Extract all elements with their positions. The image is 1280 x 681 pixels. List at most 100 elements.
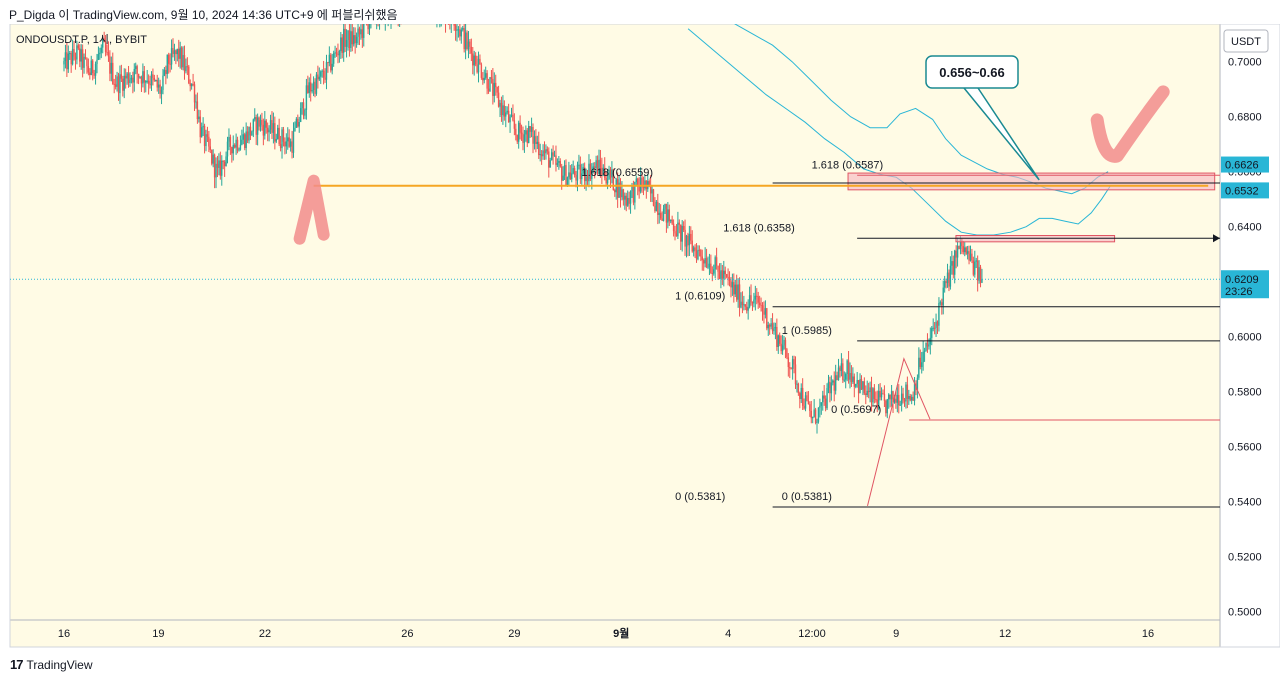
candle-body[interactable] — [317, 74, 319, 80]
plot-area[interactable] — [10, 24, 1220, 620]
candle-body[interactable] — [974, 261, 976, 275]
candle-body[interactable] — [157, 84, 160, 88]
candle-body[interactable] — [212, 154, 214, 164]
candle-body[interactable] — [873, 388, 876, 400]
candle-body[interactable] — [281, 129, 283, 149]
currency-button[interactable] — [1223, 29, 1269, 53]
candle-body[interactable] — [727, 276, 729, 279]
candle-body[interactable] — [852, 376, 854, 382]
candle-body[interactable] — [235, 139, 237, 148]
candle-body[interactable] — [94, 63, 97, 76]
candle-body[interactable] — [244, 134, 246, 149]
candle-body[interactable] — [764, 308, 767, 315]
candle-body[interactable] — [526, 130, 528, 144]
candle-body[interactable] — [869, 387, 871, 393]
candle-body[interactable] — [842, 363, 844, 380]
candle-body[interactable] — [882, 393, 884, 395]
candle-body[interactable] — [618, 182, 620, 198]
candle-body[interactable] — [651, 189, 653, 194]
candle-body[interactable] — [959, 238, 962, 250]
candle-body[interactable] — [143, 71, 146, 83]
candle-body[interactable] — [107, 52, 110, 57]
candle-body[interactable] — [470, 46, 473, 54]
candle-body[interactable] — [117, 76, 120, 94]
candle-body[interactable] — [493, 82, 495, 96]
candle-body[interactable] — [297, 118, 299, 127]
candle-body[interactable] — [680, 224, 682, 242]
candle-body[interactable] — [968, 251, 970, 261]
candle-body[interactable] — [823, 395, 825, 399]
candle-body[interactable] — [218, 160, 220, 168]
candle-body[interactable] — [483, 77, 485, 81]
candle-body[interactable] — [592, 166, 594, 171]
candle-body[interactable] — [569, 172, 572, 180]
candle-body[interactable] — [939, 302, 942, 304]
candle-body[interactable] — [96, 59, 98, 64]
candle-body[interactable] — [169, 63, 171, 65]
candle-body[interactable] — [360, 29, 362, 35]
candle-body[interactable] — [751, 302, 754, 304]
candle-body[interactable] — [271, 120, 273, 133]
candle-body[interactable] — [272, 123, 275, 133]
candle-body[interactable] — [896, 394, 899, 403]
candle-body[interactable] — [771, 323, 774, 332]
candle-body[interactable] — [583, 167, 586, 182]
candle-body[interactable] — [715, 257, 718, 266]
candle-body[interactable] — [799, 393, 801, 400]
candle-body[interactable] — [900, 393, 903, 405]
candle-body[interactable] — [579, 164, 582, 180]
candle-body[interactable] — [872, 388, 874, 403]
candle-body[interactable] — [862, 381, 864, 390]
candle-body[interactable] — [738, 284, 741, 308]
candle-body[interactable] — [104, 42, 107, 52]
candle-body[interactable] — [294, 127, 296, 132]
candle-body[interactable] — [919, 357, 921, 368]
candle-body[interactable] — [199, 116, 201, 138]
candle-body[interactable] — [90, 60, 92, 75]
candle-body[interactable] — [571, 173, 573, 180]
candle-body[interactable] — [97, 54, 100, 60]
candle-body[interactable] — [334, 52, 336, 54]
candle-body[interactable] — [477, 58, 480, 73]
candle-body[interactable] — [833, 380, 835, 391]
candle-body[interactable] — [129, 79, 131, 83]
candle-body[interactable] — [975, 260, 977, 262]
candle-body[interactable] — [664, 204, 666, 209]
candle-body[interactable] — [601, 167, 603, 176]
candle-body[interactable] — [682, 226, 685, 230]
candle-body[interactable] — [175, 50, 177, 55]
candle-body[interactable] — [120, 74, 123, 79]
candle-body[interactable] — [687, 235, 689, 246]
candle-body[interactable] — [725, 274, 728, 277]
candle-body[interactable] — [546, 149, 549, 152]
candle-body[interactable] — [961, 238, 963, 247]
candle-body[interactable] — [206, 134, 209, 137]
candle-body[interactable] — [179, 47, 181, 59]
candle-body[interactable] — [885, 400, 887, 414]
candle-body[interactable] — [804, 395, 807, 409]
candle-body[interactable] — [658, 212, 660, 215]
candle-body[interactable] — [495, 82, 497, 88]
candle-body[interactable] — [820, 402, 823, 406]
candle-body[interactable] — [958, 245, 960, 250]
candle-body[interactable] — [866, 390, 868, 395]
candle-body[interactable] — [890, 391, 893, 400]
candle-body[interactable] — [232, 144, 234, 154]
candle-body[interactable] — [639, 177, 642, 192]
candle-body[interactable] — [662, 208, 665, 221]
candle-body[interactable] — [827, 381, 830, 389]
candle-body[interactable] — [824, 398, 827, 409]
candle-body[interactable] — [847, 360, 850, 380]
candle-body[interactable] — [332, 53, 335, 64]
candle-body[interactable] — [634, 181, 636, 203]
candle-body[interactable] — [912, 396, 914, 401]
candle-body[interactable] — [743, 304, 745, 306]
candle-body[interactable] — [629, 191, 632, 204]
candle-body[interactable] — [910, 396, 913, 401]
candle-body[interactable] — [923, 350, 926, 352]
candle-body[interactable] — [730, 280, 732, 288]
candle-body[interactable] — [268, 129, 270, 133]
candle-body[interactable] — [487, 88, 490, 92]
candle-body[interactable] — [756, 295, 758, 297]
candle-body[interactable] — [586, 176, 589, 182]
